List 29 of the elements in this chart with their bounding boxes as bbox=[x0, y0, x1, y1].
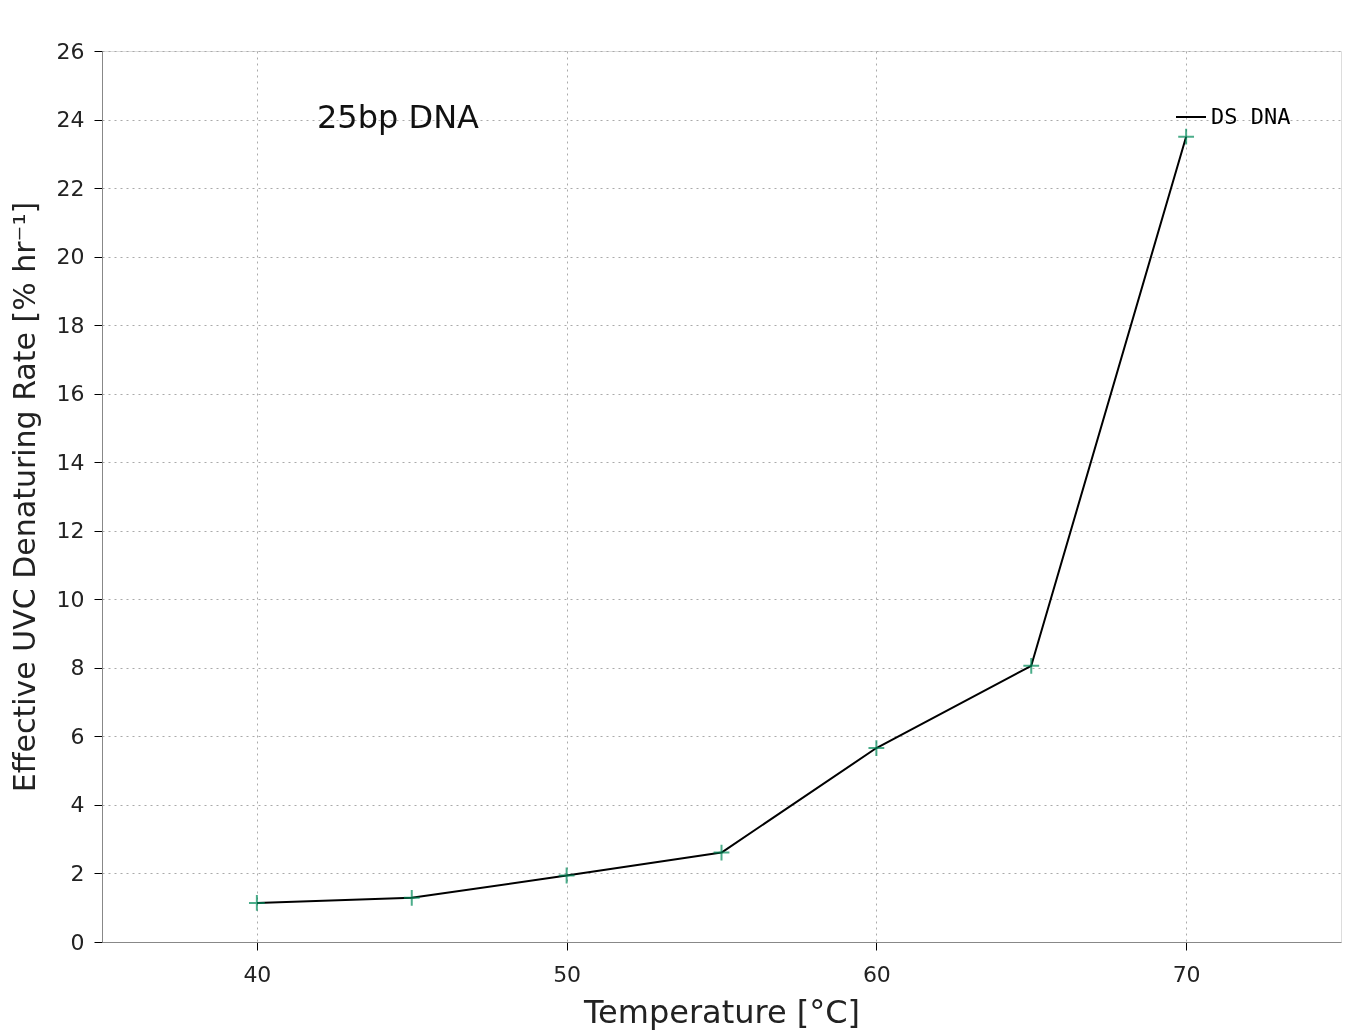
y-tick-label: 8 bbox=[70, 655, 85, 681]
annotation: 25bp DNA bbox=[317, 98, 480, 136]
x-tick-label: 40 bbox=[243, 961, 272, 987]
y-tick-label: 6 bbox=[70, 723, 85, 749]
y-axis-title: Effective UVC Denaturing Rate [% hr⁻¹] bbox=[6, 201, 42, 793]
y-tick-label: 10 bbox=[56, 586, 85, 612]
point bbox=[1022, 656, 1041, 675]
y-tick-label: 4 bbox=[70, 792, 85, 818]
point bbox=[712, 843, 731, 862]
y-tick-label: 26 bbox=[56, 38, 85, 64]
y-tick-label: 18 bbox=[56, 312, 85, 338]
y-tick-label: 24 bbox=[56, 107, 85, 133]
y-tick-label: 12 bbox=[56, 518, 85, 544]
legend-label: DS DNA bbox=[1211, 104, 1291, 129]
y-tick-label: 20 bbox=[56, 244, 85, 270]
point bbox=[1177, 127, 1196, 146]
x-tick-label: 50 bbox=[553, 961, 582, 987]
point bbox=[247, 894, 266, 912]
x-tick-label: 60 bbox=[862, 961, 891, 987]
point bbox=[867, 739, 886, 757]
x-axis-title: Temperature [°C] bbox=[582, 992, 861, 1031]
point bbox=[557, 866, 576, 885]
y-tick-label: 2 bbox=[70, 860, 85, 886]
x-tick-label: 70 bbox=[1172, 961, 1201, 987]
y-tick-label: 22 bbox=[56, 175, 85, 201]
y-tick-label: 14 bbox=[56, 449, 85, 475]
y-tick-label: 16 bbox=[56, 381, 85, 407]
y-tick-label: 0 bbox=[70, 929, 85, 955]
point bbox=[402, 888, 421, 907]
